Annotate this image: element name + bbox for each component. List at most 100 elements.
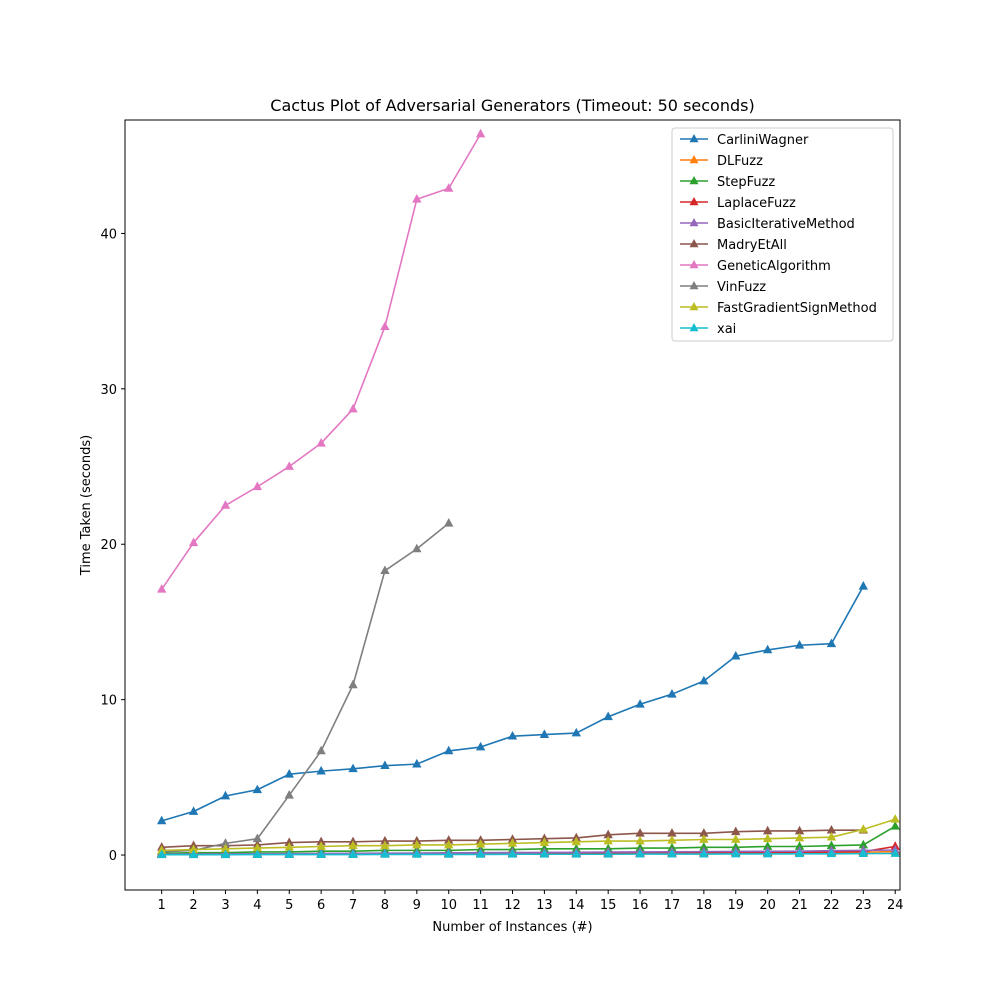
x-tick-label: 17 [664, 898, 681, 913]
data-point-marker [667, 848, 677, 858]
data-point-marker [699, 842, 709, 851]
legend-label: VinFuzz [717, 280, 766, 295]
x-axis: 1 2 3 4 5 6 7 8 9 10 11 12 13 14 15 16 17 18 19 20 21 22 23 24 [158, 890, 904, 913]
data-point-marker [156, 815, 167, 825]
data-point-marker [316, 765, 326, 775]
data-point-marker [794, 848, 805, 858]
series-fastgradientsignmethod [156, 814, 900, 854]
data-point-marker [826, 824, 837, 834]
data-point-marker [858, 824, 869, 833]
data-point-marker [348, 403, 358, 413]
data-point-marker [188, 806, 199, 815]
data-point-marker [188, 849, 199, 859]
data-point-marker [252, 481, 263, 491]
x-tick-label: 10 [440, 898, 457, 913]
data-point-marker [794, 841, 805, 850]
data-point-marker [539, 729, 550, 738]
data-point-marker [220, 843, 231, 853]
series-carliniwagner [156, 580, 869, 825]
series-line [161, 852, 896, 856]
data-point-marker [475, 838, 486, 848]
legend-label: GeneticAlgorithm [717, 259, 831, 274]
data-point-marker [252, 849, 263, 858]
data-point-marker [444, 745, 454, 755]
data-point-marker [412, 849, 422, 858]
legend: CarliniWagner DLFuzz StepFuzz LaplaceFuzz Ba… [671, 127, 894, 342]
data-point-marker [380, 849, 390, 858]
legend-label: xai [717, 322, 736, 337]
data-point-marker [507, 838, 518, 847]
data-point-marker [380, 840, 390, 850]
data-point-marker [826, 831, 837, 841]
x-tick-label: 18 [696, 898, 713, 913]
data-point-marker [284, 849, 294, 858]
data-point-marker [667, 835, 677, 844]
data-point-marker [858, 848, 869, 858]
data-point-marker [316, 849, 326, 858]
legend-label: StepFuzz [717, 175, 775, 190]
y-tick-label: 40 [100, 227, 117, 242]
legend-label: CarliniWagner [717, 133, 809, 148]
data-point-marker [156, 849, 167, 859]
data-point-marker [412, 194, 422, 203]
x-tick-label: 22 [823, 898, 840, 913]
data-point-marker [507, 849, 518, 858]
data-point-marker [699, 828, 709, 837]
data-point-marker [284, 769, 294, 778]
data-point-marker [156, 845, 167, 854]
data-point-marker [603, 829, 613, 839]
x-tick-label: 7 [349, 898, 357, 913]
data-point-marker [316, 841, 326, 850]
series-xai [156, 848, 900, 859]
data-point-marker [412, 758, 422, 768]
data-point-marker [156, 584, 167, 593]
data-point-marker [316, 745, 326, 755]
data-point-marker [826, 638, 837, 648]
x-tick-label: 24 [887, 898, 904, 913]
data-point-marker [284, 461, 294, 470]
data-point-marker [858, 839, 869, 849]
data-point-marker [794, 825, 805, 835]
data-point-marker [635, 835, 645, 845]
legend-marker [689, 260, 699, 269]
data-point-marker [762, 841, 773, 850]
data-point-marker [188, 537, 199, 547]
data-point-marker [444, 849, 454, 858]
data-point-marker [220, 500, 231, 509]
data-point-marker [890, 814, 900, 823]
x-tick-label: 1 [158, 898, 166, 913]
data-point-marker [348, 849, 358, 858]
data-point-marker [220, 849, 231, 859]
series-line [161, 818, 896, 852]
x-tick-label: 15 [600, 898, 617, 913]
data-point-marker [444, 518, 454, 527]
legend-label: DLFuzz [717, 154, 763, 169]
data-point-marker [890, 821, 900, 830]
series-geneticalgorithm [156, 128, 486, 593]
legend-marker [689, 197, 699, 206]
y-axis: 0 10 20 30 40 [100, 227, 125, 864]
data-point-marker [731, 650, 741, 660]
data-point-marker [348, 679, 358, 689]
data-point-marker [284, 837, 294, 846]
data-point-marker [475, 741, 486, 751]
y-axis-label: Time Taken (seconds) [79, 435, 94, 576]
data-point-marker [635, 699, 645, 708]
data-point-marker [475, 849, 486, 858]
x-tick-label: 9 [413, 898, 421, 913]
data-point-marker [571, 727, 581, 737]
y-tick-label: 0 [109, 849, 117, 864]
x-tick-label: 13 [536, 898, 553, 913]
data-point-marker [380, 760, 390, 770]
data-point-marker [444, 835, 454, 844]
legend-marker [689, 218, 699, 227]
x-tick-label: 2 [189, 898, 197, 913]
data-point-marker [603, 835, 613, 845]
data-point-marker [348, 840, 358, 850]
data-point-marker [284, 842, 294, 851]
data-point-marker [348, 763, 358, 773]
data-point-marker [252, 833, 263, 843]
data-point-marker [762, 848, 773, 858]
x-tick-label: 20 [759, 898, 776, 913]
